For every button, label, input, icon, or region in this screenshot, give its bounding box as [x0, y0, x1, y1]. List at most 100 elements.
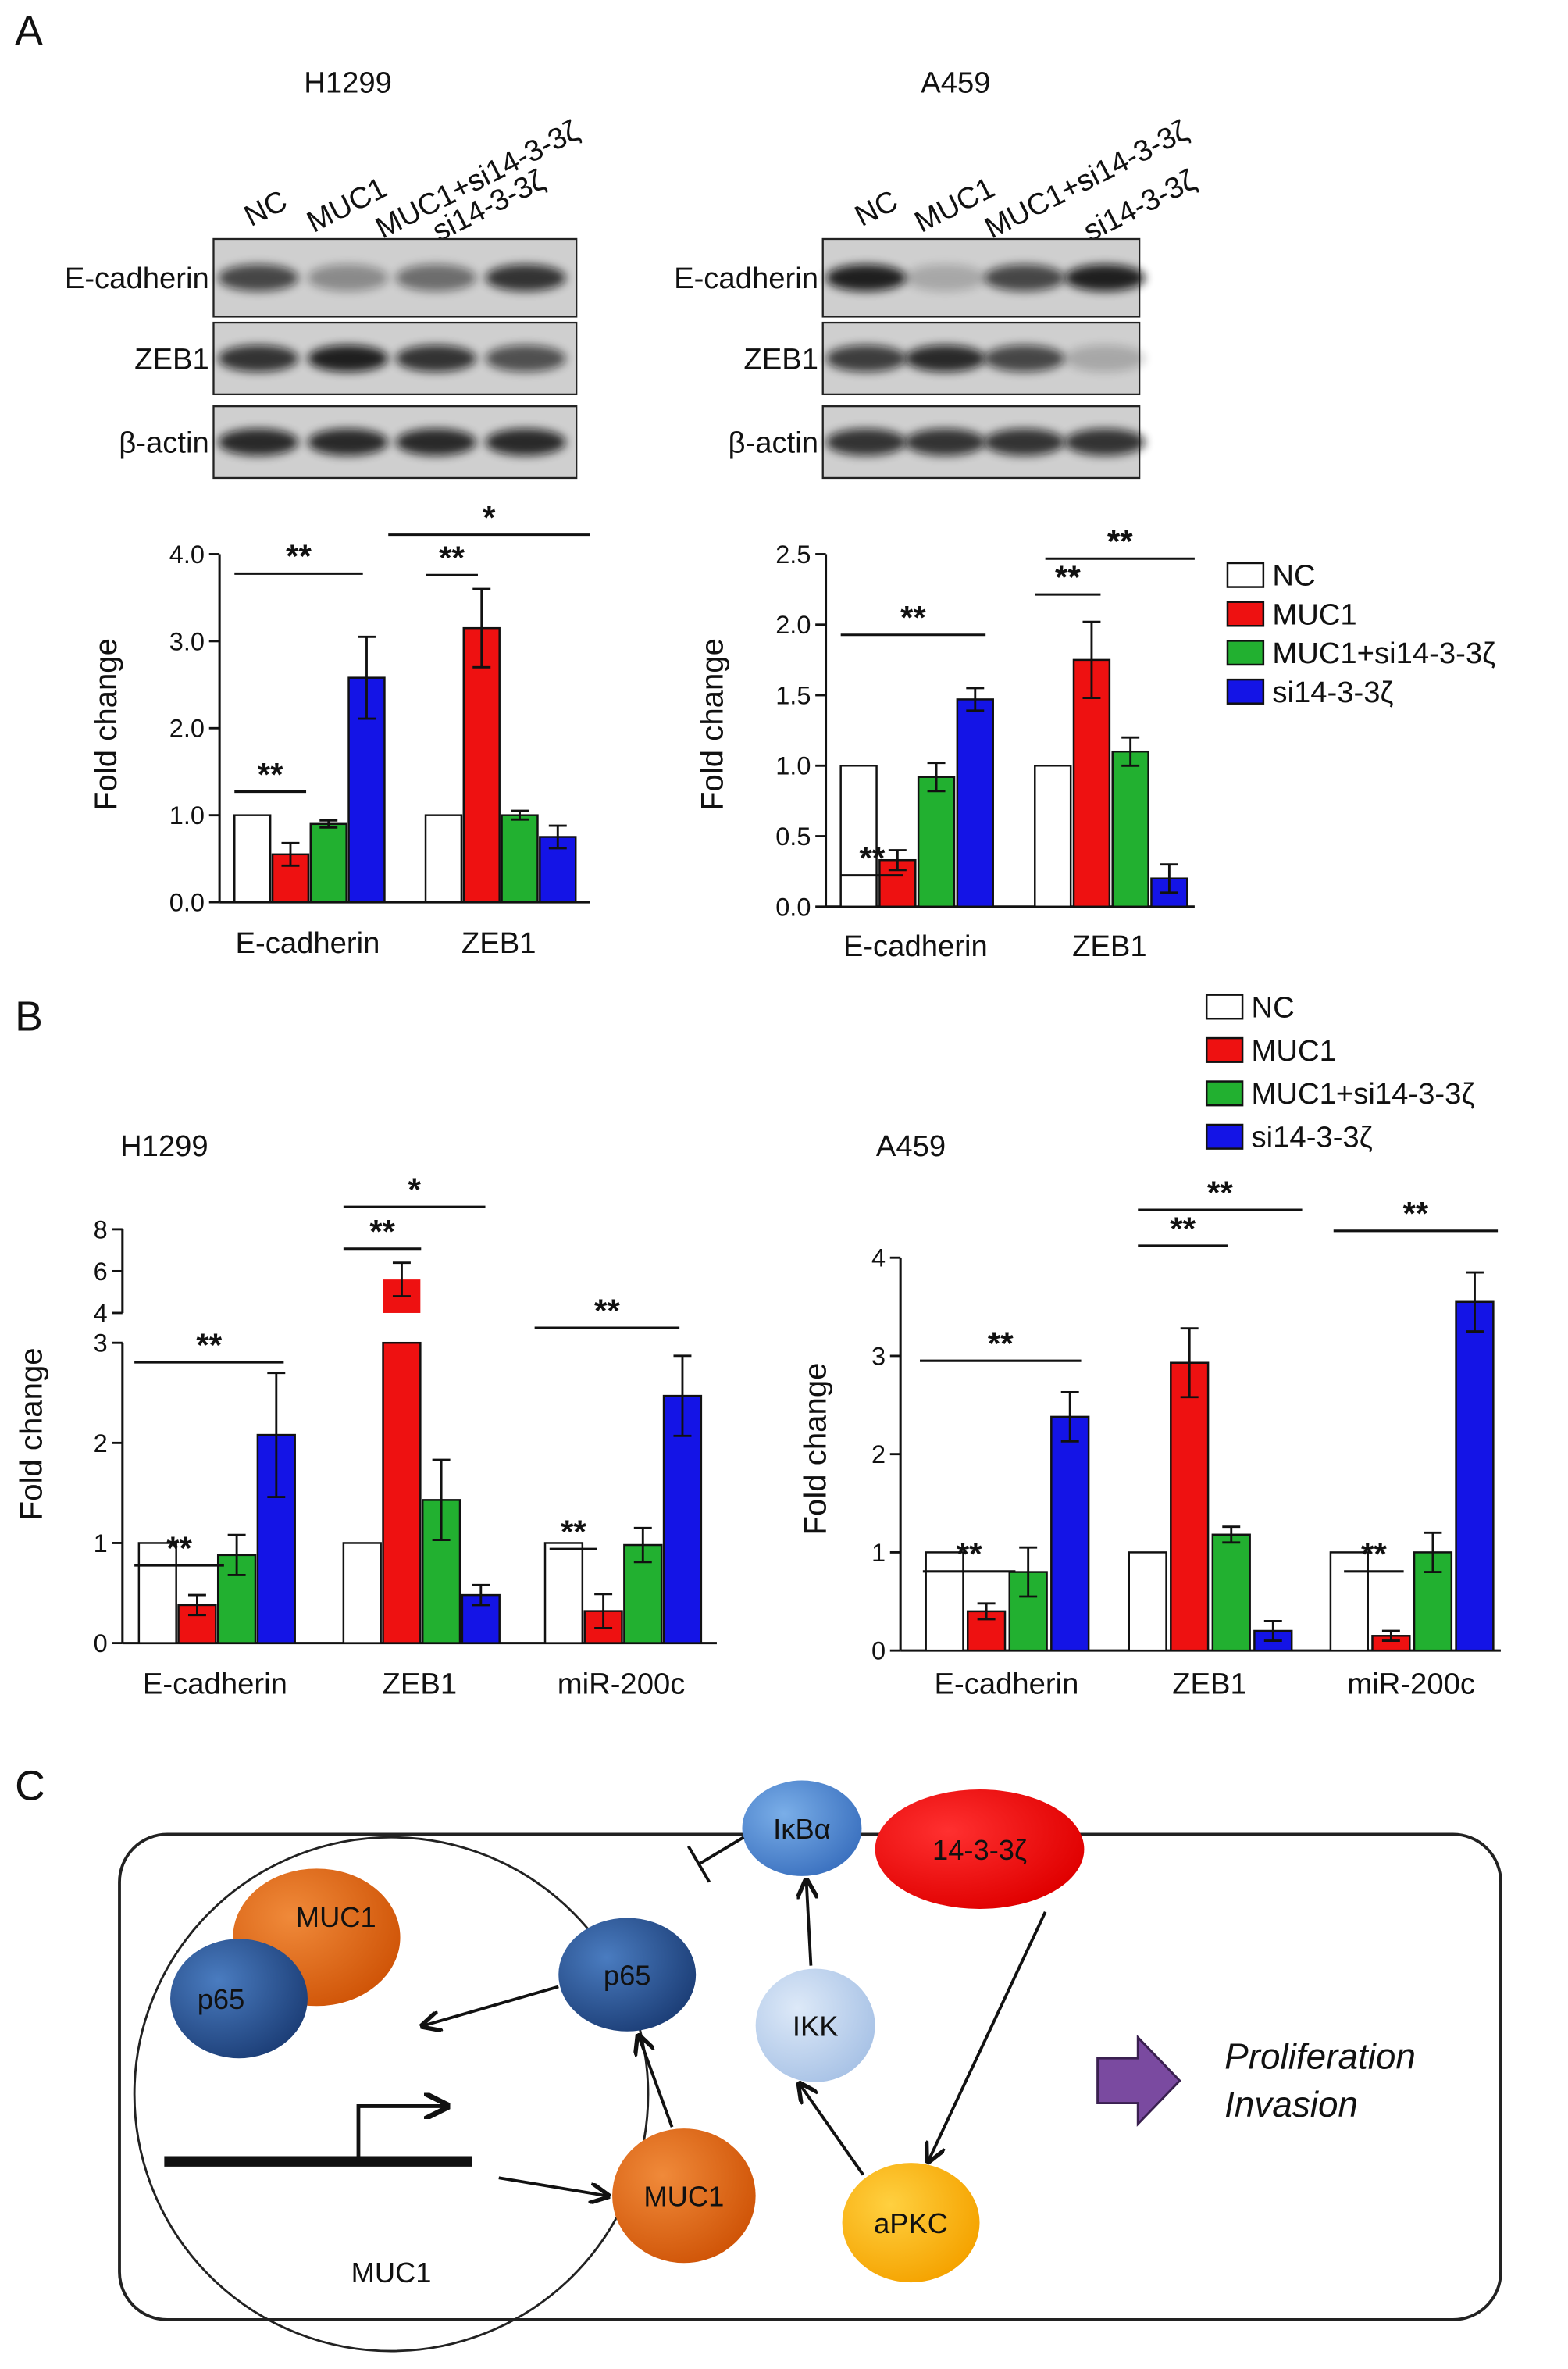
- panel-letter: B: [15, 994, 43, 1040]
- x-tick-label: miR-200c: [558, 1668, 686, 1701]
- node: [842, 2163, 980, 2283]
- blot-band: [218, 264, 299, 291]
- lane-label: NC: [239, 184, 293, 233]
- y-tick-label: 1.0: [775, 752, 811, 780]
- bar: [839, 765, 878, 908]
- node-label: p65: [604, 1960, 651, 1992]
- y-axis-label: Fold change: [88, 638, 123, 811]
- node: [170, 1939, 308, 2059]
- legend-label: MUC1: [1272, 598, 1356, 631]
- bar: [1455, 1300, 1495, 1652]
- y-tick-label: 1: [94, 1529, 108, 1557]
- x-tick-label: ZEB1: [1072, 929, 1147, 963]
- blot-band: [1064, 264, 1146, 291]
- significance-label: **: [258, 756, 283, 793]
- y-tick-label: 3: [94, 1329, 108, 1358]
- significance-label: **: [594, 1292, 620, 1329]
- bar: [1034, 765, 1072, 908]
- blot-band: [904, 428, 986, 456]
- bar: [543, 1542, 584, 1644]
- significance-label: **: [166, 1530, 192, 1567]
- y-tick-label: 4.0: [169, 541, 205, 569]
- arrow: [498, 2176, 607, 2196]
- bar: [662, 1394, 703, 1644]
- node: [612, 2128, 756, 2264]
- y-tick-label: 2.0: [775, 611, 811, 639]
- blot-band: [1064, 428, 1146, 456]
- node: [875, 1789, 1085, 1909]
- blot-band: [218, 344, 299, 373]
- bar: [1211, 1533, 1251, 1652]
- blot-band: [984, 264, 1065, 291]
- outcome-arrow: [1096, 2034, 1181, 2127]
- diagram: MUC1 p65 p65 IκBα 14-3-3ζ IKK MUC1 aPKC …: [118, 1780, 1502, 2353]
- bar: [137, 1542, 177, 1644]
- y-tick-label: 2: [94, 1429, 108, 1457]
- y-axis-label: Fold change: [798, 1363, 833, 1536]
- blot-title: H1299: [304, 66, 392, 100]
- row-label: ZEB1: [743, 342, 818, 376]
- significance-label: **: [859, 840, 885, 876]
- inhibit-arrow: [698, 1836, 745, 1866]
- row-label: ZEB1: [134, 342, 209, 376]
- node-label: 14-3-3ζ: [932, 1834, 1027, 1866]
- bar: [956, 698, 994, 908]
- row-label: E-cadherin: [65, 262, 209, 295]
- y-tick-label: 0.0: [775, 893, 811, 921]
- bar: [1329, 1551, 1369, 1652]
- legend-label: MUC1: [1252, 1034, 1336, 1068]
- y-tick-label: 3: [871, 1342, 886, 1370]
- bar: [342, 1542, 382, 1644]
- y-tick-label: 4: [94, 1299, 108, 1327]
- y-tick-label: 1: [871, 1539, 886, 1567]
- node-label: MUC1: [296, 1901, 376, 1933]
- node: [742, 1780, 862, 1876]
- x-tick-label: miR-200c: [1347, 1668, 1475, 1701]
- y-tick-label: 1.5: [775, 681, 811, 709]
- legend-label: MUC1+si14-3-3ζ: [1272, 637, 1495, 670]
- outcome-label: Proliferation: [1224, 2036, 1416, 2077]
- legend-label: NC: [1252, 990, 1295, 1024]
- significance-label: *: [408, 1172, 422, 1208]
- blot-band: [218, 428, 299, 456]
- bar: [1072, 658, 1111, 908]
- blot-band: [395, 344, 477, 373]
- promoter-arrow: [356, 2106, 445, 2162]
- bar: [1170, 1361, 1210, 1652]
- bar: [462, 626, 501, 904]
- blot-band: [904, 264, 986, 291]
- legend-swatch: [1205, 994, 1244, 1020]
- significance-label: **: [196, 1326, 222, 1363]
- chart-title: H1299: [120, 1129, 208, 1163]
- arrow: [424, 1985, 559, 2025]
- bar: [501, 814, 539, 904]
- significance-label: **: [561, 1513, 586, 1550]
- y-axis-label: Fold change: [14, 1347, 49, 1520]
- legend-swatch: [1205, 1080, 1244, 1107]
- x-tick-label: E-cadherin: [143, 1668, 287, 1701]
- node: [755, 1968, 875, 2082]
- y-tick-label: 2.0: [169, 715, 205, 743]
- y-tick-label: 2: [871, 1440, 886, 1468]
- significance-label: **: [988, 1325, 1014, 1362]
- nucleus: [133, 1836, 650, 2353]
- significance-label: **: [369, 1213, 395, 1250]
- x-tick-label: E-cadherin: [934, 1668, 1078, 1701]
- y-tick-label: 6: [94, 1258, 108, 1286]
- legend-swatch: [1226, 562, 1265, 588]
- x-tick-label: E-cadherin: [843, 929, 988, 963]
- blot-title: A459: [921, 66, 990, 100]
- legend-label: MUC1+si14-3-3ζ: [1252, 1077, 1475, 1111]
- significance-label: *: [483, 499, 496, 536]
- bar: [1050, 1415, 1090, 1652]
- significance-label: **: [1055, 558, 1081, 595]
- blot-band: [904, 344, 986, 373]
- node-label: p65: [198, 1983, 245, 2015]
- arrow: [928, 1911, 1047, 2160]
- node: [558, 1918, 697, 2032]
- arrow: [640, 2037, 674, 2128]
- chart-title: A459: [876, 1129, 946, 1163]
- bar: [382, 1341, 422, 1644]
